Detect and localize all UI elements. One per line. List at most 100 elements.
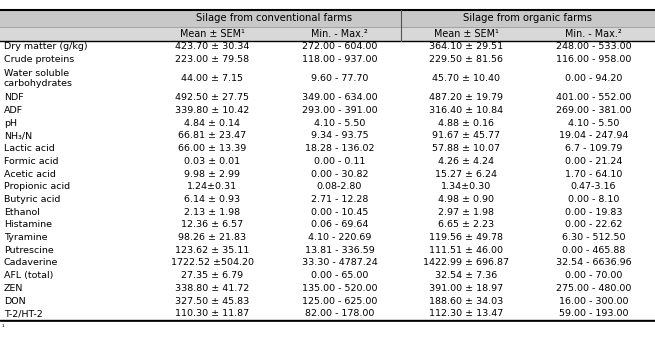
Text: 125.00 - 625.00: 125.00 - 625.00 [302,297,377,306]
Text: 1.70 - 64.10: 1.70 - 64.10 [565,170,622,179]
Text: 4.10 - 220.69: 4.10 - 220.69 [308,233,371,242]
Text: Formic acid: Formic acid [4,157,58,166]
Text: 229.50 ± 81.56: 229.50 ± 81.56 [430,55,504,64]
Text: NDF: NDF [4,93,24,102]
Text: 118.00 - 937.00: 118.00 - 937.00 [302,55,377,64]
Bar [0,10,655,27]
Text: 0.06 - 69.64: 0.06 - 69.64 [310,220,368,229]
Text: 32.54 - 6636.96: 32.54 - 6636.96 [555,258,631,268]
Text: 4.84 ± 0.14: 4.84 ± 0.14 [184,119,240,128]
Text: 492.50 ± 27.75: 492.50 ± 27.75 [176,93,250,102]
Text: 0.00 - 8.10: 0.00 - 8.10 [568,195,619,204]
Text: Silage from conventional farms: Silage from conventional farms [196,13,352,23]
Text: 327.50 ± 45.83: 327.50 ± 45.83 [176,297,250,306]
Text: NH₃/N: NH₃/N [4,131,32,141]
Text: 66.81 ± 23.47: 66.81 ± 23.47 [178,131,246,141]
Text: 57.88 ± 10.07: 57.88 ± 10.07 [432,144,500,153]
Text: 1722.52 ±504.20: 1722.52 ±504.20 [171,258,254,268]
Text: 44.00 ± 7.15: 44.00 ± 7.15 [181,74,244,83]
Text: Butyric acid: Butyric acid [4,195,60,204]
Text: 33.30 - 4787.24: 33.30 - 4787.24 [301,258,377,268]
Text: ZEN: ZEN [4,284,24,293]
Text: 0.47-3.16: 0.47-3.16 [571,182,616,191]
Text: 223.00 ± 79.58: 223.00 ± 79.58 [176,55,250,64]
Text: Mean ± SEM¹: Mean ± SEM¹ [434,29,499,39]
Text: 0.00 - 10.45: 0.00 - 10.45 [310,208,368,217]
Text: 0.08-2.80: 0.08-2.80 [317,182,362,191]
Text: AFL (total): AFL (total) [4,271,53,280]
Text: 349.00 - 634.00: 349.00 - 634.00 [301,93,377,102]
Text: 12.36 ± 6.57: 12.36 ± 6.57 [181,220,244,229]
Text: 269.00 - 381.00: 269.00 - 381.00 [555,106,631,115]
Text: 27.35 ± 6.79: 27.35 ± 6.79 [181,271,244,280]
Text: 4.88 ± 0.16: 4.88 ± 0.16 [438,119,495,128]
Text: 188.60 ± 34.03: 188.60 ± 34.03 [429,297,504,306]
Text: 6.30 - 512.50: 6.30 - 512.50 [562,233,626,242]
Text: 248.00 - 533.00: 248.00 - 533.00 [555,42,631,52]
Text: 391.00 ± 18.97: 391.00 ± 18.97 [430,284,504,293]
Text: 316.40 ± 10.84: 316.40 ± 10.84 [430,106,504,115]
Text: 339.80 ± 10.42: 339.80 ± 10.42 [176,106,250,115]
Text: Tyramine: Tyramine [4,233,47,242]
Text: pH: pH [4,119,17,128]
Text: 1422.99 ± 696.87: 1422.99 ± 696.87 [423,258,510,268]
Text: 116.00 - 958.00: 116.00 - 958.00 [556,55,631,64]
Text: 18.28 - 136.02: 18.28 - 136.02 [305,144,374,153]
Text: ADF: ADF [4,106,23,115]
Text: DON: DON [4,297,26,306]
Text: 82.00 - 178.00: 82.00 - 178.00 [305,309,374,318]
Text: 123.62 ± 35.11: 123.62 ± 35.11 [176,246,250,255]
Text: Water soluble
carbohydrates: Water soluble carbohydrates [4,69,73,88]
Text: 0.00 - 30.82: 0.00 - 30.82 [310,170,368,179]
Text: 9.98 ± 2.99: 9.98 ± 2.99 [184,170,240,179]
Text: 338.80 ± 41.72: 338.80 ± 41.72 [176,284,250,293]
Text: 9.60 - 77.70: 9.60 - 77.70 [310,74,368,83]
Text: 0.00 - 65.00: 0.00 - 65.00 [310,271,368,280]
Text: Propionic acid: Propionic acid [4,182,70,191]
Text: 1.24±0.31: 1.24±0.31 [187,182,238,191]
Text: 1.34±0.30: 1.34±0.30 [441,182,491,191]
Text: 9.34 - 93.75: 9.34 - 93.75 [310,131,368,141]
Text: 19.04 - 247.94: 19.04 - 247.94 [559,131,628,141]
Text: Crude proteins: Crude proteins [4,55,74,64]
Text: 15.27 ± 6.24: 15.27 ± 6.24 [436,170,497,179]
Text: 119.56 ± 49.78: 119.56 ± 49.78 [430,233,504,242]
Text: 0.03 ± 0.01: 0.03 ± 0.01 [184,157,240,166]
Text: 0.00 - 22.62: 0.00 - 22.62 [565,220,622,229]
Bar [0,27,655,40]
Text: 293.00 - 391.00: 293.00 - 391.00 [301,106,377,115]
Text: 275.00 - 480.00: 275.00 - 480.00 [556,284,631,293]
Text: Lactic acid: Lactic acid [4,144,54,153]
Text: 59.00 - 193.00: 59.00 - 193.00 [559,309,628,318]
Text: Histamine: Histamine [4,220,52,229]
Text: 4.10 - 5.50: 4.10 - 5.50 [314,119,365,128]
Text: Ethanol: Ethanol [4,208,40,217]
Text: 423.70 ± 30.34: 423.70 ± 30.34 [175,42,250,52]
Text: 272.00 - 604.00: 272.00 - 604.00 [302,42,377,52]
Text: 112.30 ± 13.47: 112.30 ± 13.47 [429,309,504,318]
Text: 4.98 ± 0.90: 4.98 ± 0.90 [438,195,495,204]
Text: 91.67 ± 45.77: 91.67 ± 45.77 [432,131,500,141]
Text: Mean ± SEM¹: Mean ± SEM¹ [180,29,245,39]
Text: 66.00 ± 13.39: 66.00 ± 13.39 [178,144,246,153]
Text: 135.00 - 520.00: 135.00 - 520.00 [302,284,377,293]
Text: 4.10 - 5.50: 4.10 - 5.50 [568,119,619,128]
Text: 4.26 ± 4.24: 4.26 ± 4.24 [438,157,495,166]
Text: Putrescine: Putrescine [4,246,54,255]
Text: 45.70 ± 10.40: 45.70 ± 10.40 [432,74,500,83]
Text: 0.00 - 94.20: 0.00 - 94.20 [565,74,622,83]
Text: 111.51 ± 46.00: 111.51 ± 46.00 [430,246,504,255]
Text: ¹: ¹ [1,325,4,331]
Text: 6.14 ± 0.93: 6.14 ± 0.93 [184,195,240,204]
Text: Min. - Max.²: Min. - Max.² [311,29,368,39]
Text: 2.97 ± 1.98: 2.97 ± 1.98 [438,208,495,217]
Text: 0.00 - 21.24: 0.00 - 21.24 [565,157,622,166]
Text: 0.00 - 19.83: 0.00 - 19.83 [565,208,622,217]
Text: 2.13 ± 1.98: 2.13 ± 1.98 [184,208,240,217]
Text: 32.54 ± 7.36: 32.54 ± 7.36 [436,271,498,280]
Text: 0.00 - 0.11: 0.00 - 0.11 [314,157,365,166]
Text: Dry matter (g/kg): Dry matter (g/kg) [4,42,88,52]
Text: 6.65 ± 2.23: 6.65 ± 2.23 [438,220,495,229]
Text: 6.7 - 109.79: 6.7 - 109.79 [565,144,622,153]
Text: 0.00 - 70.00: 0.00 - 70.00 [565,271,622,280]
